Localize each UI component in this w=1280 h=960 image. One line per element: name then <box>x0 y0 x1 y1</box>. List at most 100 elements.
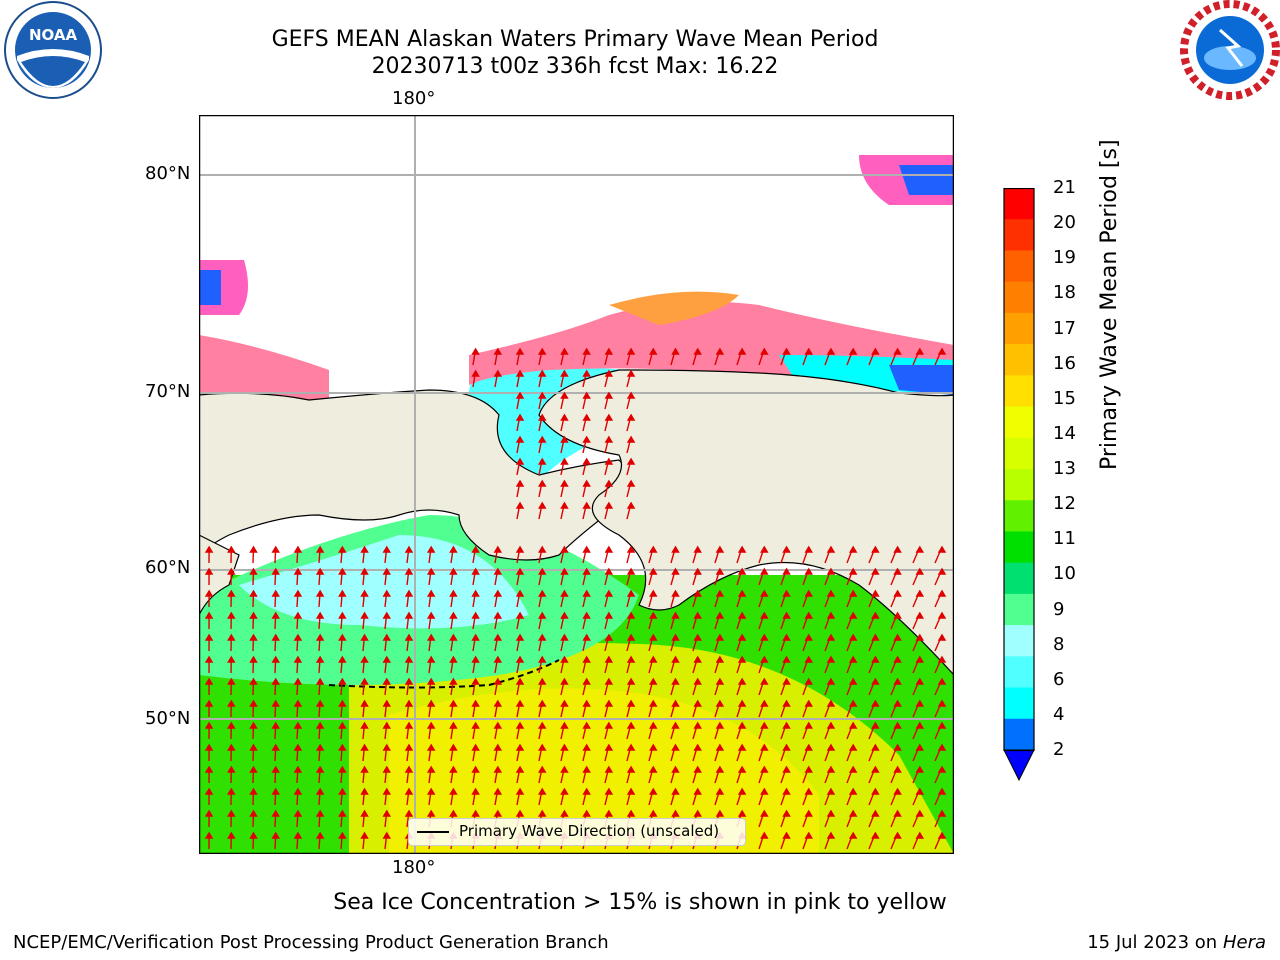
wave-arrow-head <box>338 545 347 553</box>
wave-arrow-head <box>538 369 547 377</box>
footer-organization: NCEP/EMC/Verification Post Processing Pr… <box>13 932 609 953</box>
wave-arrow-head <box>737 765 747 773</box>
wave-arrow-head <box>426 721 436 729</box>
wave-arrow-head <box>582 435 591 443</box>
wave-arrow-head <box>227 787 236 795</box>
wave-arrow-head <box>493 787 503 795</box>
colorbar-tick-label: 16 <box>1053 352 1076 374</box>
wave-arrow-head <box>227 699 236 707</box>
wave-arrow-head <box>249 721 258 729</box>
wave-arrow-head <box>560 589 569 597</box>
wave-arrow-head <box>538 743 547 751</box>
wave-arrow-head <box>360 743 369 751</box>
wave-arrow-head <box>271 787 280 795</box>
wave-arrow-head <box>626 369 636 377</box>
wave-arrow-head <box>893 567 902 575</box>
wave-arrow-head <box>227 611 236 619</box>
wave-arrow-head <box>515 479 525 487</box>
wave-arrow-head <box>937 567 947 575</box>
colorbar-segment <box>1004 656 1034 689</box>
wave-arrow-head <box>449 787 458 795</box>
wave-arrow-head <box>471 721 480 729</box>
wave-arrow-head <box>826 699 836 707</box>
wave-arrow-head <box>293 743 303 751</box>
wave-arrow-head <box>604 435 614 443</box>
wave-arrow-head <box>737 545 747 553</box>
wave-arrow-head <box>471 633 480 641</box>
lon-label-top: 180° <box>392 88 436 109</box>
noaa-logo: NOAA <box>4 1 102 99</box>
wave-arrow-head <box>204 809 214 817</box>
wave-arrow-head <box>871 589 880 597</box>
wave-arrow-head <box>560 677 569 685</box>
wave-arrow-head <box>582 567 591 575</box>
wave-arrow-head <box>538 457 547 465</box>
wave-arrow-head <box>538 721 547 729</box>
alaska-land <box>538 369 954 676</box>
wave-arrow-head <box>937 831 947 839</box>
wave-arrow-head <box>649 347 658 355</box>
wave-arrow-head <box>249 765 258 773</box>
wave-arrow-head <box>693 765 702 773</box>
wave-arrow-head <box>626 391 636 399</box>
wave-arrow-head <box>493 369 503 377</box>
wave-arrow-head <box>715 655 725 663</box>
wave-arrow-head <box>604 589 614 597</box>
wave-arrow-head <box>582 347 591 355</box>
wave-arrow-head <box>538 347 547 355</box>
wave-arrow-head <box>893 743 902 751</box>
wave-arrow-head <box>515 413 525 421</box>
wave-arrow-head <box>693 743 702 751</box>
wave-arrow-head <box>449 743 458 751</box>
wave-arrow-head <box>826 743 836 751</box>
wave-arrow-head <box>315 677 325 685</box>
wave-arrow-head <box>893 699 902 707</box>
wave-arrow-head <box>848 699 858 707</box>
wave-arrow-head <box>760 545 769 553</box>
wave-arrow-head <box>271 677 280 685</box>
colorbar-segment <box>1004 469 1034 501</box>
wave-arrow-head <box>404 743 414 751</box>
colorbar-segment <box>1004 687 1034 720</box>
wave-arrow-head <box>760 633 769 641</box>
wave-arrow-head <box>360 545 369 553</box>
wave-arrow-head <box>249 567 258 575</box>
wave-arrow-head <box>382 787 392 795</box>
wave-arrow-head <box>604 765 614 773</box>
colorbar-segment <box>1004 531 1034 564</box>
colorbar-segment <box>1004 375 1034 408</box>
wave-arrow-head <box>804 347 813 355</box>
wave-arrow-head <box>826 809 836 817</box>
wave-arrow-head <box>449 655 458 663</box>
wave-direction-arrows <box>204 347 947 850</box>
wave-arrow-head <box>804 567 813 575</box>
wave-arrow-head <box>338 743 347 751</box>
wave-arrow-head <box>426 787 436 795</box>
wave-arrow-head <box>937 611 947 619</box>
colorbar-tick-label: 20 <box>1053 212 1076 234</box>
wave-arrow-head <box>204 567 214 575</box>
wave-arrow-head <box>826 633 836 641</box>
wave-arrow-head <box>915 633 925 641</box>
wave-arrow-head <box>715 699 725 707</box>
wave-arrow-head <box>848 787 858 795</box>
wave-arrow-head <box>604 501 614 509</box>
wave-arrow-head <box>737 589 747 597</box>
wave-arrow-head <box>937 677 947 685</box>
wave-arrow-head <box>760 765 769 773</box>
wave-arrow-head <box>538 655 547 663</box>
wave-arrow-head <box>538 611 547 619</box>
wave-arrow-head <box>271 831 280 839</box>
wave-arrow-head <box>871 545 880 553</box>
wave-arrow-head <box>582 413 591 421</box>
wave-arrow-head <box>449 721 458 729</box>
wave-arrow-head <box>626 809 636 817</box>
wave-arrow-head <box>937 347 947 355</box>
wave-arrow-head <box>382 809 392 817</box>
wave-arrow-head <box>560 567 569 575</box>
wave-arrow-head <box>871 809 880 817</box>
wave-arrow-head <box>515 391 525 399</box>
wave-arrow-head <box>493 655 503 663</box>
wave-arrow-head <box>737 721 747 729</box>
wave-arrow-head <box>782 831 791 839</box>
